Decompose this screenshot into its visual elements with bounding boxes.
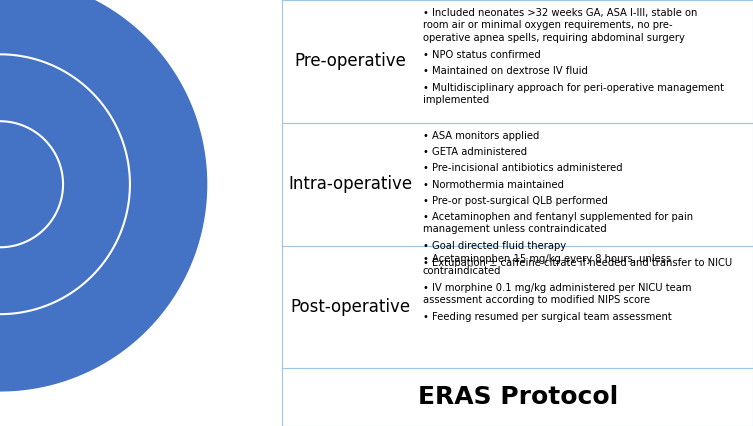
Text: • Included neonates >32 weeks GA, ASA I-III, stable on
room air or minimal oxyge: • Included neonates >32 weeks GA, ASA I-… bbox=[423, 8, 697, 43]
Text: • IV morphine 0.1 mg/kg administered per NICU team
assessment according to modif: • IV morphine 0.1 mg/kg administered per… bbox=[423, 283, 691, 305]
Text: • GETA administered: • GETA administered bbox=[423, 147, 527, 157]
Text: • Acetaminophen 15 mg/kg every 8 hours, unless
contraindicated: • Acetaminophen 15 mg/kg every 8 hours, … bbox=[423, 253, 671, 276]
Text: ERAS Protocol: ERAS Protocol bbox=[418, 385, 617, 409]
Text: • ASA monitors applied: • ASA monitors applied bbox=[423, 131, 539, 141]
Text: • Goal directed fluid therapy: • Goal directed fluid therapy bbox=[423, 242, 566, 251]
Polygon shape bbox=[0, 0, 206, 391]
Text: • Pre-or post-surgical QLB performed: • Pre-or post-surgical QLB performed bbox=[423, 196, 608, 206]
Text: Intra-operative: Intra-operative bbox=[288, 175, 412, 193]
Polygon shape bbox=[0, 54, 130, 314]
Text: Post-operative: Post-operative bbox=[290, 298, 410, 316]
Text: Pre-operative: Pre-operative bbox=[294, 52, 406, 70]
Text: • NPO status confirmed: • NPO status confirmed bbox=[423, 50, 541, 60]
Text: • Acetaminophen and fentanyl supplemented for pain
management unless contraindic: • Acetaminophen and fentanyl supplemente… bbox=[423, 212, 693, 234]
Text: • Normothermia maintained: • Normothermia maintained bbox=[423, 180, 564, 190]
Text: • Maintained on dextrose IV fluid: • Maintained on dextrose IV fluid bbox=[423, 66, 588, 77]
Text: • Multidisciplinary approach for peri-operative management
implemented: • Multidisciplinary approach for peri-op… bbox=[423, 83, 724, 105]
Text: • Feeding resumed per surgical team assessment: • Feeding resumed per surgical team asse… bbox=[423, 312, 672, 322]
Text: • Extubation ± caffeine citrate if needed and transfer to NICU: • Extubation ± caffeine citrate if neede… bbox=[423, 258, 732, 268]
Text: • Pre-incisional antibiotics administered: • Pre-incisional antibiotics administere… bbox=[423, 163, 623, 173]
Polygon shape bbox=[0, 121, 63, 247]
